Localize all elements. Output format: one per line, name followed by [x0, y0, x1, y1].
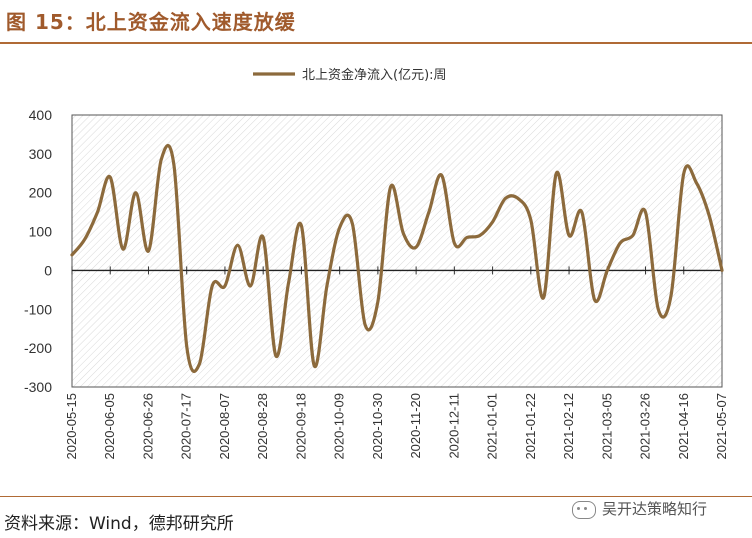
series-line — [70, 143, 724, 373]
y-tick-label: -200 — [24, 340, 52, 356]
x-tick-label: 2020-10-09 — [332, 393, 347, 460]
footer-rule — [0, 496, 752, 497]
x-tick-label: 2020-10-30 — [370, 393, 385, 460]
x-tick-label: 2021-04-16 — [676, 393, 691, 460]
legend-label: 北上资金净流入(亿元):周 — [302, 67, 447, 83]
x-tick-label: 2020-12-11 — [446, 393, 461, 459]
x-tick-label: 2021-03-26 — [638, 393, 653, 460]
y-tick-label: 400 — [29, 107, 53, 123]
x-tick-label: 2020-06-26 — [140, 393, 155, 460]
y-tick-label: 100 — [29, 224, 53, 240]
line-chart: -300 -200 -100 0 100 200 300 400 2020-05-15 2020… — [24, 67, 729, 460]
y-tick-label: 200 — [29, 185, 53, 201]
x-tick-label: 2020-09-18 — [293, 393, 308, 460]
x-tick-label: 2021-01-22 — [523, 393, 538, 460]
x-tick-label: 2020-06-05 — [102, 393, 117, 460]
source-note: 资料来源：Wind，德邦研究所 — [4, 514, 234, 534]
x-tick-label: 2020-08-07 — [217, 393, 232, 460]
plot-area — [71, 114, 723, 388]
x-tick-label: 2020-05-15 — [64, 393, 79, 460]
x-tick-label: 2021-01-01 — [485, 393, 500, 460]
wechat-icon — [572, 500, 596, 519]
x-tick-label: 2020-07-17 — [179, 393, 194, 460]
watermark-text: 吴开达策略知行 — [602, 500, 708, 518]
watermark: 吴开达策略知行 — [572, 498, 707, 519]
title-rule — [0, 42, 752, 44]
x-tick-label: 2020-11-20 — [408, 393, 423, 459]
y-tick-label: -100 — [24, 301, 52, 317]
y-tick-label: 300 — [29, 146, 53, 162]
y-tick-label: 0 — [44, 262, 52, 278]
x-tick-label: 2021-05-07 — [714, 393, 729, 460]
x-tick-label: 2021-03-05 — [599, 393, 614, 460]
x-tick-label: 2020-08-28 — [255, 393, 270, 460]
x-tick-label: 2021-02-12 — [561, 393, 576, 460]
figure-title: 图 15：北上资金流入速度放缓 — [6, 10, 296, 34]
y-tick-label: -300 — [24, 379, 52, 395]
